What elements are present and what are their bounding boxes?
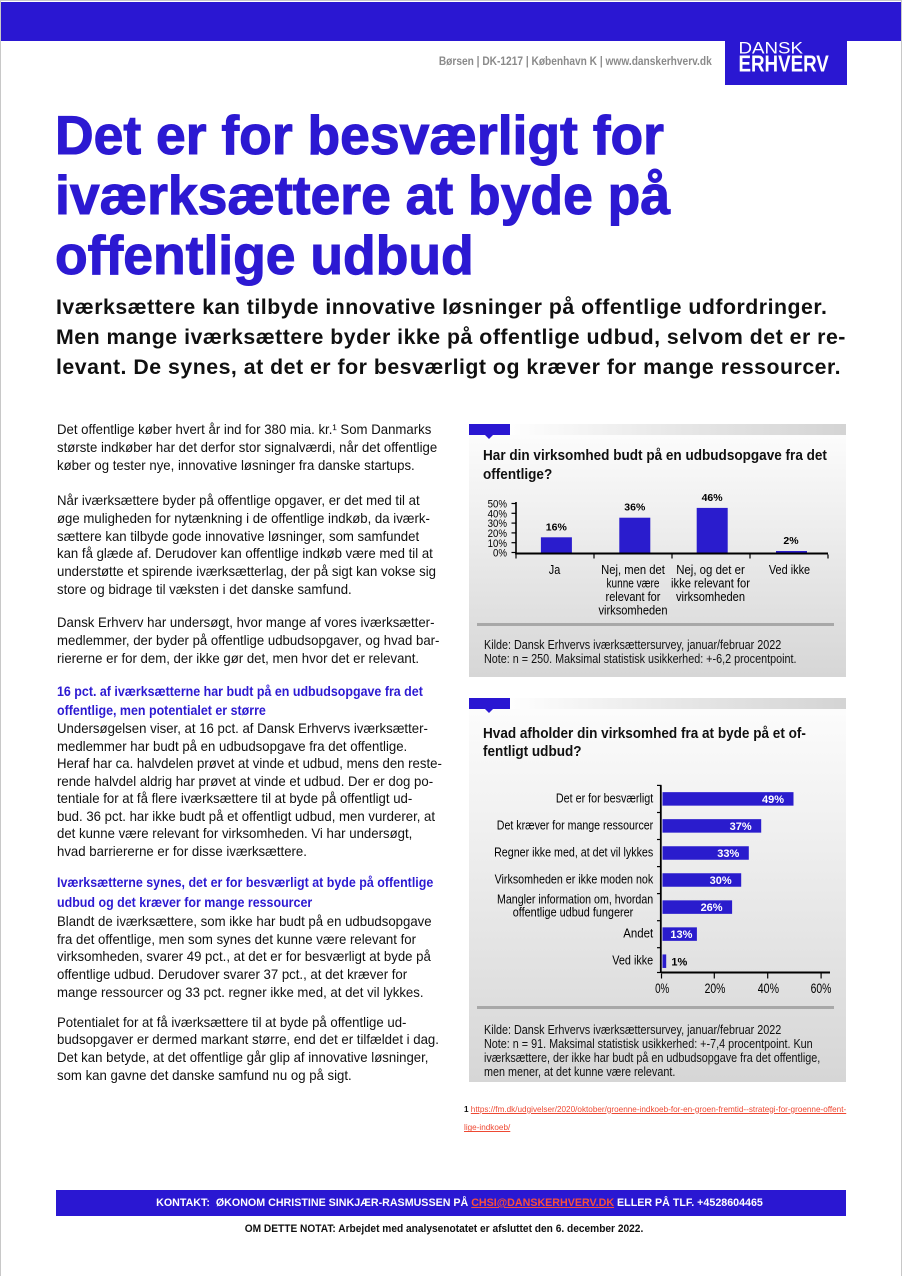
svg-text:1%: 1%	[671, 956, 687, 968]
svg-text:60%: 60%	[811, 981, 832, 996]
svg-text:Det er for besværligt: Det er for besværligt	[556, 790, 654, 805]
svg-text:Det kræver for mange ressource: Det kræver for mange ressourcer	[497, 817, 654, 832]
svg-text:Mangler information om, hvorda: Mangler information om, hvordan	[497, 892, 653, 907]
svg-text:26%: 26%	[701, 902, 723, 914]
svg-text:36%: 36%	[624, 502, 646, 514]
svg-text:46%: 46%	[702, 492, 724, 504]
svg-text:0%: 0%	[655, 981, 669, 996]
svg-text:30%: 30%	[488, 518, 507, 530]
svg-text:relevant for: relevant for	[606, 589, 661, 604]
svg-text:16%: 16%	[546, 521, 568, 533]
svg-text:50%: 50%	[488, 499, 507, 511]
svg-text:offentlige udbud fungerer: offentlige udbud fungerer	[513, 904, 634, 919]
svg-text:49%: 49%	[762, 794, 784, 806]
svg-text:2%: 2%	[783, 535, 799, 547]
svg-text:Ved ikke: Ved ikke	[769, 562, 810, 577]
svg-text:Virksomheden er ikke moden nok: Virksomheden er ikke moden nok	[495, 871, 654, 886]
svg-text:10%: 10%	[488, 538, 507, 550]
svg-text:20%: 20%	[488, 528, 507, 540]
svg-text:40%: 40%	[488, 508, 507, 520]
svg-text:33%: 33%	[717, 848, 739, 860]
svg-text:Ja: Ja	[549, 562, 561, 577]
svg-text:virksomheden: virksomheden	[598, 602, 667, 617]
svg-text:kunne være: kunne være	[607, 575, 660, 590]
svg-text:Nej, men det: Nej, men det	[601, 562, 665, 577]
svg-text:30%: 30%	[710, 875, 732, 887]
svg-text:Ved ikke: Ved ikke	[612, 953, 653, 968]
svg-text:ikke relevant for: ikke relevant for	[671, 575, 750, 590]
svg-text:Andet: Andet	[623, 926, 653, 941]
svg-text:20%: 20%	[705, 981, 726, 996]
svg-text:Regner ikke med, at det vil ly: Regner ikke med, at det vil lykkes	[494, 844, 654, 859]
svg-text:Nej, og det er: Nej, og det er	[676, 562, 745, 577]
svg-text:13%: 13%	[670, 929, 692, 941]
svg-text:40%: 40%	[758, 981, 779, 996]
svg-text:0%: 0%	[493, 548, 507, 560]
svg-text:ERHVERV: ERHVERV	[739, 51, 830, 77]
svg-text:37%: 37%	[730, 821, 752, 833]
svg-text:virksomheden: virksomheden	[676, 589, 745, 604]
svg-text:DANSK: DANSK	[739, 39, 804, 58]
